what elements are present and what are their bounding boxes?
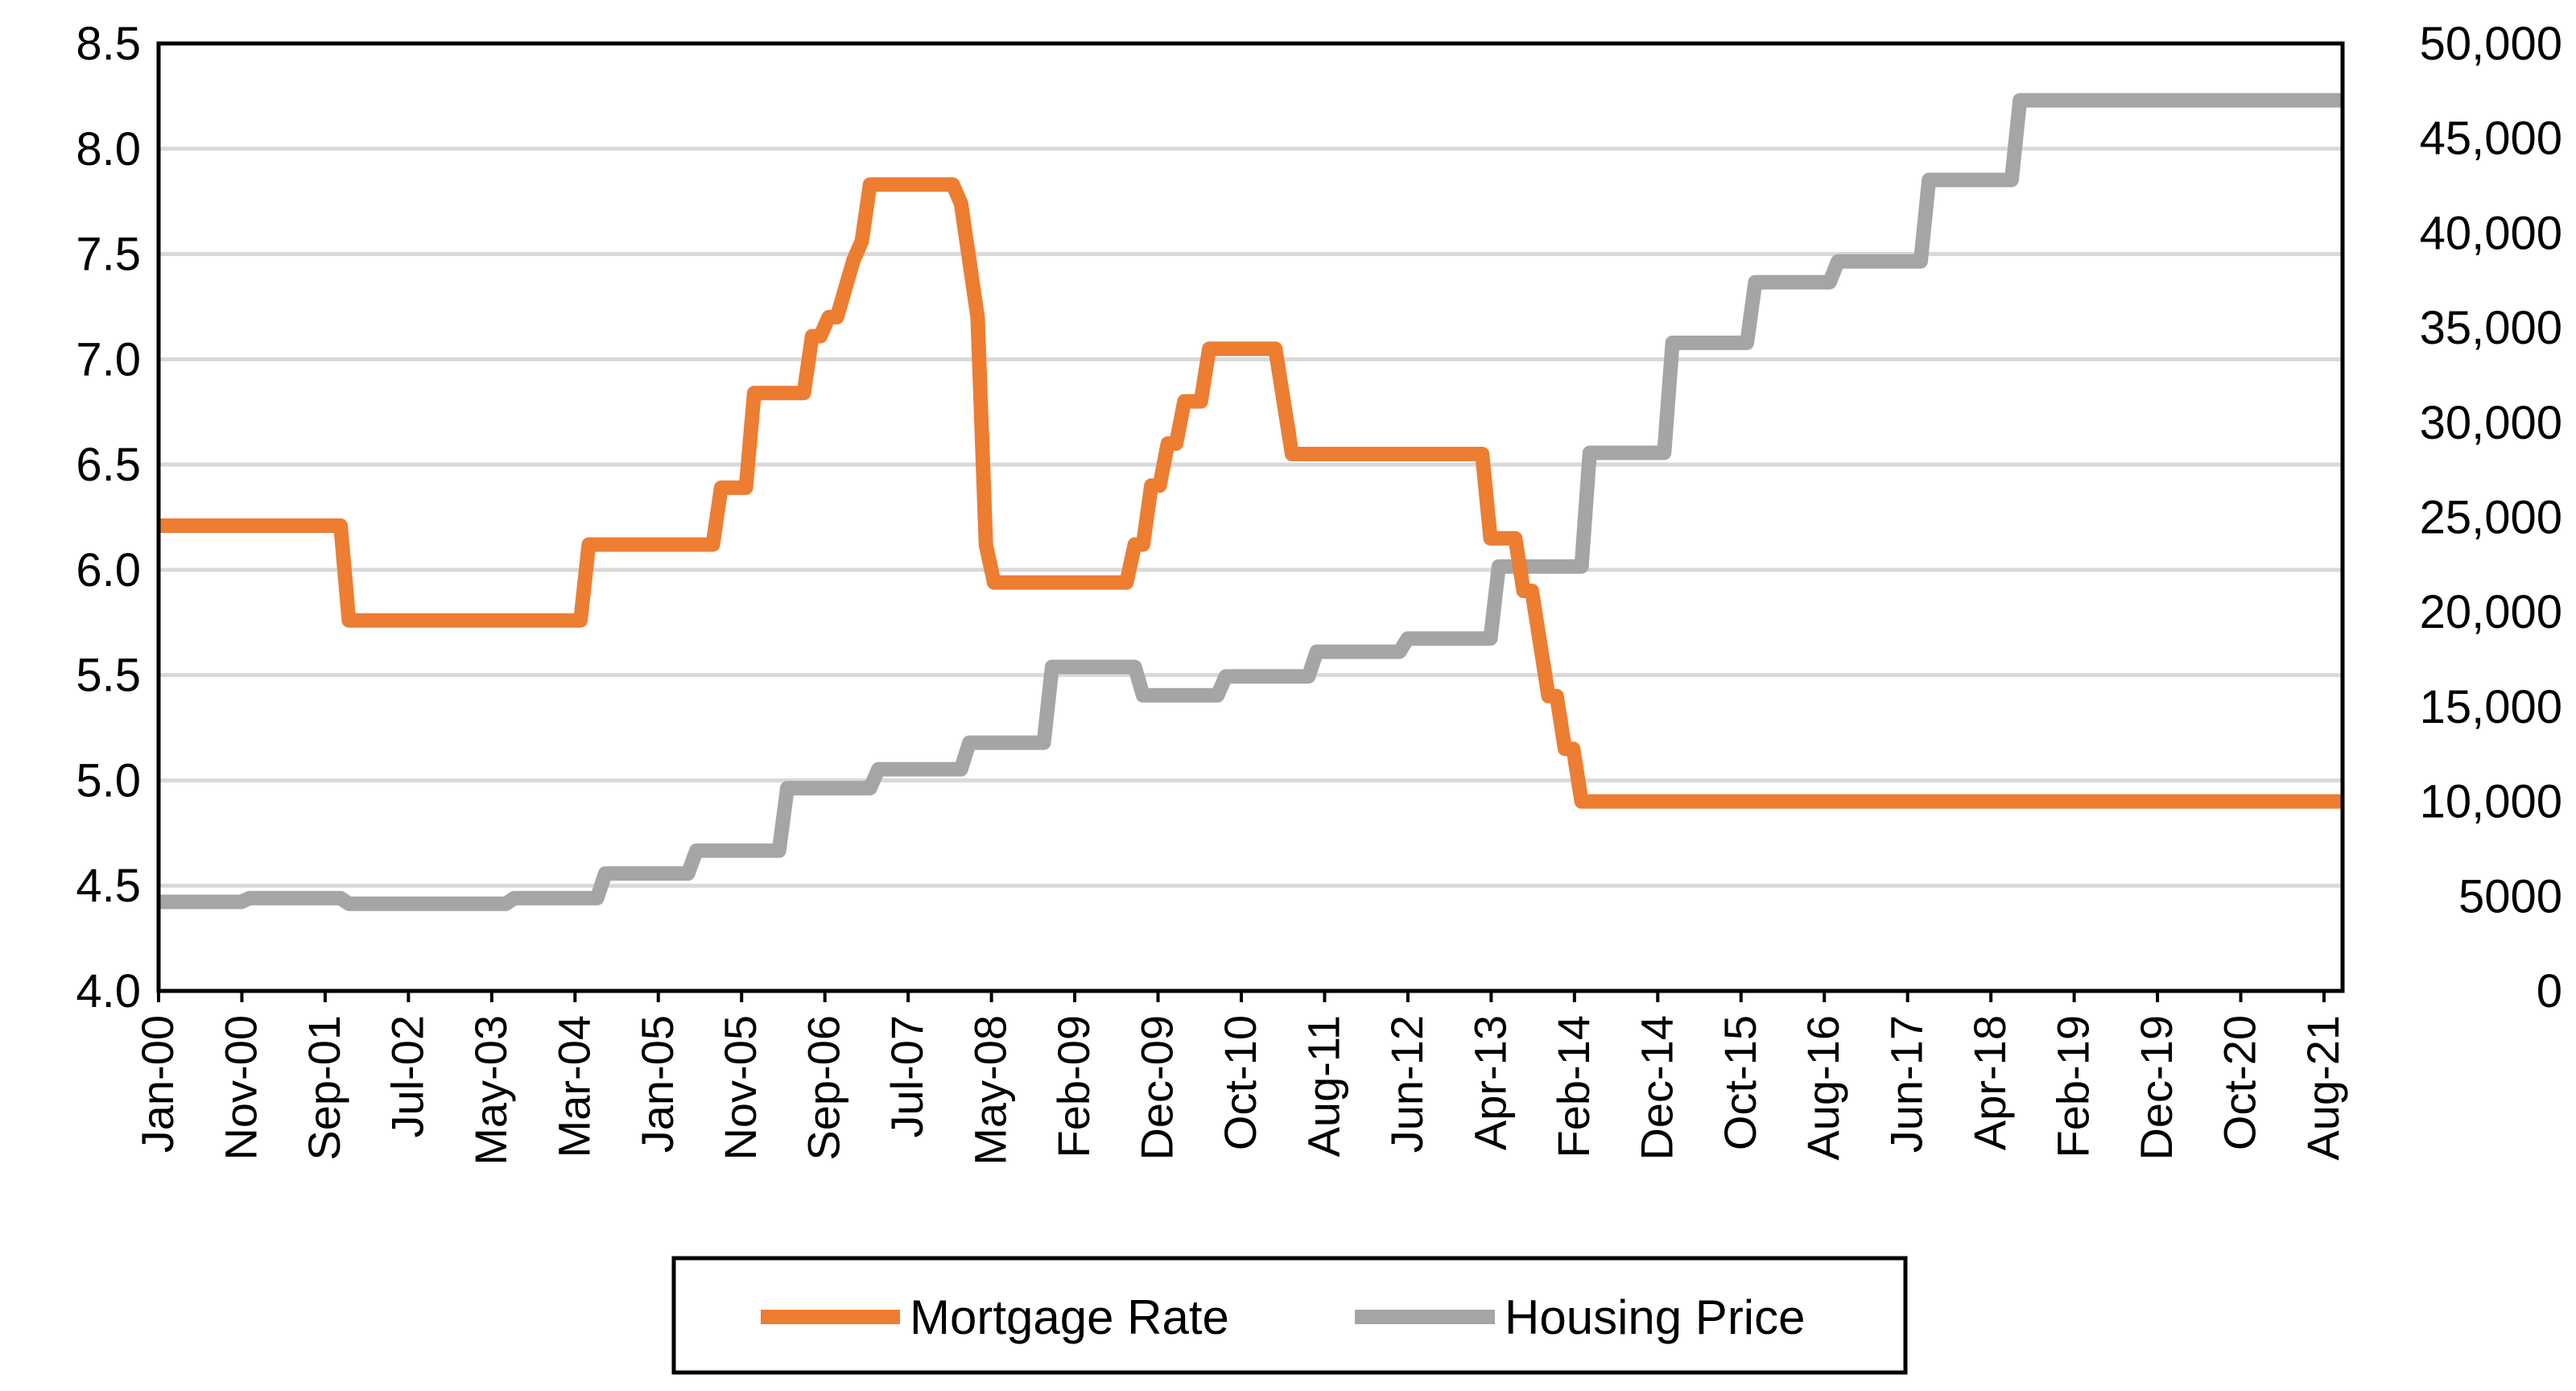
y2-tick-label: 25,000 bbox=[2420, 492, 2562, 544]
x-axis-ticks: Jan-00 Nov-00 Sep-01 Jul-02 May-03 Mar-04 Jan-… bbox=[132, 1015, 2348, 1166]
gridlines bbox=[159, 147, 2343, 888]
y2-tick-label: 30,000 bbox=[2420, 397, 2562, 449]
x-tick-label: Feb-19 bbox=[2048, 1015, 2099, 1158]
x-tick-label: Aug-11 bbox=[1298, 1015, 1348, 1157]
x-tick-label: Jul-07 bbox=[881, 1015, 932, 1138]
y2-tick-label: 20,000 bbox=[2420, 586, 2562, 638]
y2-tick-label: 15,000 bbox=[2420, 681, 2562, 733]
y-tick-label: 6.0 bbox=[76, 544, 141, 596]
y2-tick-label: 50,000 bbox=[2420, 18, 2562, 70]
x-tick-label: Dec-09 bbox=[1132, 1015, 1183, 1161]
y-tick-label: 7.5 bbox=[76, 229, 141, 281]
x-tick-label: Aug-16 bbox=[1798, 1015, 1848, 1161]
legend-label-housing-price: Housing Price bbox=[1505, 1290, 1806, 1344]
x-tick-label: Sep-06 bbox=[799, 1015, 849, 1161]
x-tick-label: Sep-01 bbox=[299, 1015, 349, 1161]
x-tick-label: Oct-10 bbox=[1215, 1015, 1265, 1150]
y2-tick-label: 35,000 bbox=[2420, 302, 2562, 354]
x-tick-label: Oct-15 bbox=[1715, 1015, 1765, 1150]
y-tick-label: 4.5 bbox=[76, 860, 141, 912]
y-tick-label: 6.5 bbox=[76, 439, 141, 491]
y2-tick-label: 0 bbox=[2537, 965, 2562, 1017]
y-tick-label: 8.5 bbox=[76, 18, 141, 70]
x-tick-label: Jan-00 bbox=[132, 1015, 183, 1153]
x-tick-label: Jun-17 bbox=[1881, 1015, 1932, 1153]
y-axis-right-ticks: 0 5000 10,000 15,000 20,000 25,000 30,000 35,00… bbox=[2420, 18, 2562, 1017]
y-tick-label: 8.0 bbox=[76, 123, 141, 175]
y-axis-left-ticks: 4.0 4.5 5.0 5.5 6.0 6.5 7.0 7.5 8.0 8.5 bbox=[76, 18, 141, 1017]
x-tick-label: Dec-14 bbox=[1631, 1015, 1682, 1161]
x-tick-label: Dec-19 bbox=[2131, 1015, 2182, 1161]
x-tick-label: Jan-05 bbox=[632, 1015, 683, 1153]
series-lines bbox=[159, 93, 2343, 911]
y-tick-label: 7.0 bbox=[76, 333, 141, 386]
x-tick-label: Jul-02 bbox=[382, 1015, 432, 1138]
x-tick-label: Feb-14 bbox=[1548, 1015, 1599, 1158]
y2-tick-label: 40,000 bbox=[2420, 207, 2562, 259]
y-tick-label: 4.0 bbox=[76, 965, 141, 1017]
y-tick-label: 5.0 bbox=[76, 754, 141, 807]
x-tick-label: Feb-09 bbox=[1048, 1015, 1099, 1158]
x-tick-label: Nov-00 bbox=[215, 1015, 266, 1161]
x-axis-tick-marks bbox=[157, 991, 2326, 1002]
x-tick-label: Aug-21 bbox=[2297, 1015, 2348, 1161]
legend-label-mortgage-rate: Mortgage Rate bbox=[910, 1290, 1229, 1344]
plot-area-frame bbox=[156, 41, 2345, 993]
x-tick-label: Nov-05 bbox=[715, 1015, 766, 1161]
x-tick-label: May-08 bbox=[965, 1015, 1016, 1166]
legend: Mortgage Rate Housing Price bbox=[671, 1256, 1908, 1375]
x-tick-label: Apr-18 bbox=[1964, 1015, 2015, 1150]
y2-tick-label: 5000 bbox=[2458, 870, 2562, 923]
x-tick-label: Jun-12 bbox=[1381, 1015, 1432, 1153]
x-tick-label: Apr-13 bbox=[1464, 1015, 1515, 1150]
y-tick-label: 5.5 bbox=[76, 650, 141, 702]
series-line-housing-price bbox=[159, 93, 2343, 911]
x-tick-label: Mar-04 bbox=[548, 1015, 599, 1158]
y2-tick-label: 45,000 bbox=[2420, 113, 2562, 165]
series-line-mortgage-rate bbox=[159, 177, 2343, 809]
y2-tick-label: 10,000 bbox=[2420, 776, 2562, 828]
x-tick-label: May-03 bbox=[465, 1015, 516, 1166]
x-tick-label: Oct-20 bbox=[2215, 1015, 2265, 1150]
